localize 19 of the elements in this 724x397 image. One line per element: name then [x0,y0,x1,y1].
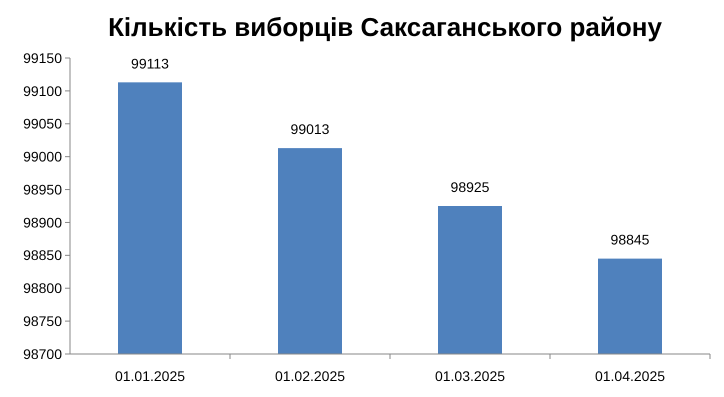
y-tick-label: 99150 [23,50,62,66]
chart-title: Кількість виборців Саксаганського району [108,12,662,42]
y-tick-label: 99050 [23,116,62,132]
y-tick-label: 98900 [23,214,62,230]
x-tick-label: 01.01.2025 [114,368,186,384]
y-tick-label: 99000 [23,148,62,165]
x-tick-label: 01.02.2025 [274,368,346,384]
data-label: 99113 [131,55,170,72]
y-tick-label: 98950 [23,181,62,198]
y-tick-label: 98800 [23,280,62,296]
data-label: 98925 [450,179,490,195]
x-tick-label: 01.03.2025 [434,368,506,384]
y-tick-label: 98750 [23,313,62,330]
y-tick-label: 99100 [23,82,62,99]
y-tick-label: 98700 [23,346,62,362]
y-tick-label: 98850 [23,247,62,264]
x-tick-label: 01.04.2025 [594,368,666,384]
data-label: 98845 [610,232,650,248]
data-label: 99013 [290,121,330,138]
